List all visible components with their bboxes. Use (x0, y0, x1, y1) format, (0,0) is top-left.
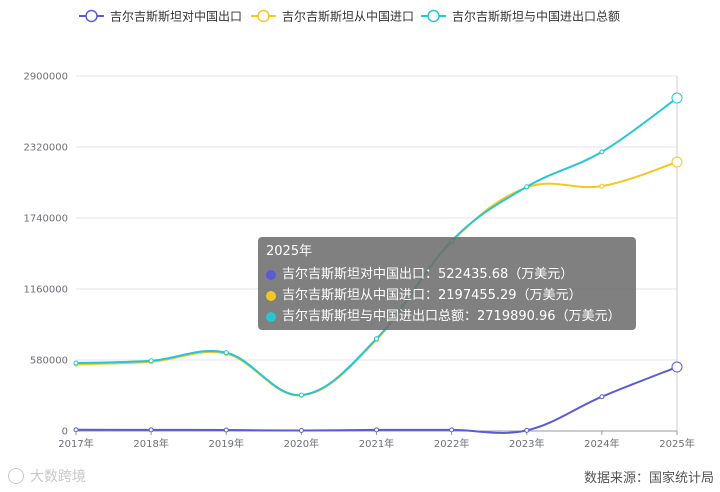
legend-item-total[interactable]: 吉尔吉斯斯坦与中国进出口总额 (421, 9, 620, 24)
data-point-total[interactable] (73, 360, 79, 366)
watermark-logo-icon (8, 468, 24, 484)
legend-item-export[interactable]: 吉尔吉斯斯坦对中国出口 (79, 9, 242, 24)
tooltip-text-import: 吉尔吉斯斯坦从中国进口：2197455.29（万美元） (282, 288, 582, 303)
y-tick-label: 0 (62, 427, 68, 438)
series-line-total (75, 97, 678, 397)
legend[interactable]: 吉尔吉斯斯坦对中国出口 吉尔吉斯斯坦从中国进口 吉尔吉斯斯坦与中国进出口总额 (79, 9, 620, 24)
data-point-total[interactable] (223, 350, 229, 356)
legend-label: 吉尔吉斯斯坦对中国出口 (110, 9, 242, 24)
data-point-export[interactable] (671, 361, 683, 373)
data-source: 数据来源：国家统计局 (583, 471, 714, 486)
y-tick-label: 1740000 (23, 214, 68, 225)
data-point-import[interactable] (599, 183, 605, 189)
x-tick-label: 2024年 (584, 437, 619, 450)
legend-marker (257, 9, 270, 23)
tooltip-row-import: 吉尔吉斯斯坦从中国进口：2197455.29（万美元） (266, 285, 628, 306)
series-line-export (75, 366, 678, 434)
data-point-export[interactable] (599, 394, 605, 400)
y-axis: 0 580000 1160000 1740000 2320000 2900000 (23, 72, 68, 438)
series-lines (73, 92, 683, 434)
tooltip-dot-total (266, 311, 276, 322)
x-tick-label: 2020年 (284, 437, 319, 450)
data-point-total[interactable] (524, 184, 530, 190)
tooltip-row-total: 吉尔吉斯斯坦与中国进出口总额：2719890.96（万美元） (266, 306, 628, 327)
tooltip-title: 2025年 (266, 244, 313, 259)
legend-marker (85, 9, 98, 23)
legend-label: 吉尔吉斯斯坦从中国进口 (282, 9, 414, 24)
data-point-export[interactable] (148, 427, 154, 433)
x-tick-label: 2017年 (58, 437, 93, 450)
y-tick-label: 2900000 (23, 72, 68, 83)
watermark-text: 大数跨境 (30, 469, 86, 485)
data-point-total[interactable] (298, 392, 304, 398)
data-point-total[interactable] (374, 336, 379, 342)
x-tick-label: 2018年 (133, 437, 168, 450)
tooltip-text-export: 吉尔吉斯斯坦对中国出口：522435.68（万美元） (282, 267, 574, 282)
watermark: 大数跨境 (8, 466, 86, 486)
data-point-total[interactable] (671, 92, 683, 104)
x-tick-label: 2022年 (434, 437, 469, 450)
tooltip-dot-export (266, 269, 276, 280)
y-tick-label: 2320000 (23, 143, 68, 154)
data-point-export[interactable] (449, 427, 455, 433)
data-point-export[interactable] (73, 427, 79, 433)
data-point-export[interactable] (223, 427, 229, 433)
x-tick-label: 2019年 (209, 437, 244, 450)
x-tick-label: 2021年 (359, 437, 394, 450)
data-point-export[interactable] (298, 428, 304, 434)
data-point-import[interactable] (671, 156, 683, 168)
legend-label: 吉尔吉斯斯坦与中国进出口总额 (452, 9, 620, 24)
y-tick-label: 580000 (30, 356, 68, 367)
data-point-export[interactable] (374, 427, 379, 433)
data-point-export[interactable] (524, 427, 530, 433)
data-point-total[interactable] (148, 358, 154, 364)
tooltip-row-export: 吉尔吉斯斯坦对中国出口：522435.68（万美元） (266, 264, 628, 285)
legend-item-import[interactable]: 吉尔吉斯斯坦从中国进口 (251, 9, 414, 24)
data-point-total[interactable] (599, 149, 605, 155)
x-axis: 2017年 2018年 2019年 2020年 2021年 2022年 2023年 2024年… (58, 431, 695, 450)
y-tick-label: 1160000 (23, 285, 68, 296)
x-tick-label: 2023年 (509, 437, 544, 450)
tooltip-text-total: 吉尔吉斯斯坦与中国进出口总额：2719890.96（万美元） (282, 309, 621, 324)
tooltip: 2025年 吉尔吉斯斯坦对中国出口：522435.68（万美元） 吉尔吉斯斯坦从… (258, 237, 636, 330)
legend-marker (427, 9, 440, 23)
tooltip-dot-import (266, 290, 276, 301)
x-tick-label: 2025年 (659, 437, 694, 450)
